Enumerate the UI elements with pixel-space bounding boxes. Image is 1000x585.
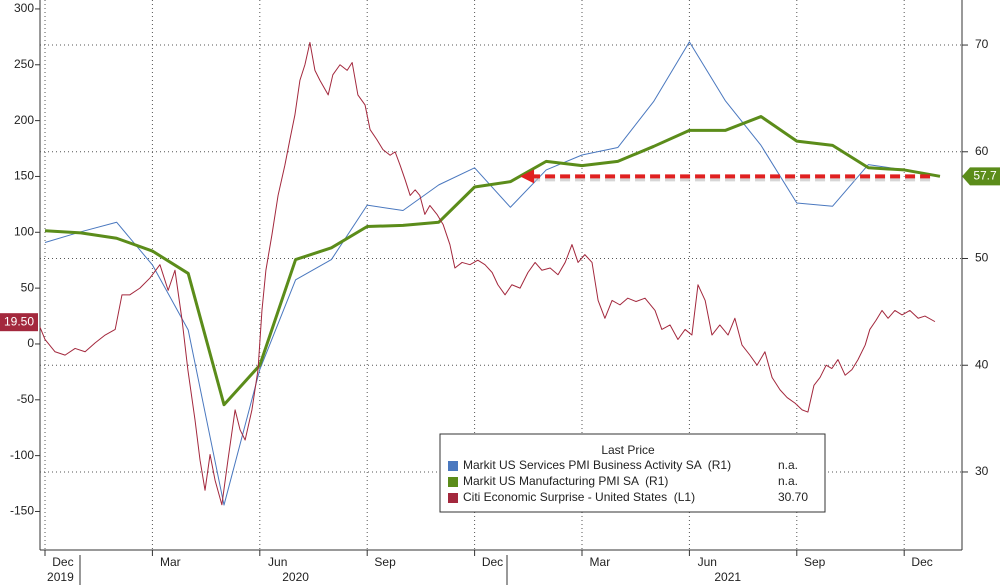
y2-tick-label: 70 — [975, 37, 989, 51]
last-value-label: 57.7 — [973, 168, 997, 182]
x-tick-label: Sep — [374, 555, 396, 569]
x-tick-label: Jun — [698, 555, 717, 569]
y2-tick-label: 50 — [975, 251, 989, 265]
y-tick-label: 150 — [14, 169, 34, 183]
legend-value: n.a. — [778, 458, 798, 472]
series-line — [44, 41, 941, 506]
legend-title: Last Price — [601, 443, 655, 457]
legend-label: Markit US Manufacturing PMI SA (R1) — [463, 474, 668, 488]
legend: Last Price Markit US Services PMI Busine… — [439, 433, 826, 513]
x-tick-label: Jun — [268, 555, 287, 569]
y-tick-label: 0 — [27, 336, 34, 350]
legend-swatch — [448, 461, 458, 471]
y-tick-label: 50 — [21, 280, 35, 294]
y2-tick-label: 60 — [975, 144, 989, 158]
last-value-box — [962, 167, 1000, 186]
legend-label: Citi Economic Surprise - United States (… — [463, 490, 695, 504]
x-tick-label: Dec — [52, 555, 73, 569]
legend-swatch — [448, 493, 458, 503]
x-tick-label: Dec — [911, 555, 932, 569]
x-tick-label: Sep — [804, 555, 826, 569]
x-tick-label: Dec — [482, 555, 503, 569]
x-tick-label: Mar — [590, 555, 611, 569]
y2-tick-label: 30 — [975, 464, 989, 478]
y-tick-label: -150 — [10, 504, 34, 518]
legend-label: Markit US Services PMI Business Activity… — [463, 458, 731, 472]
year-label: 2021 — [714, 570, 741, 584]
y2-tick-label: 40 — [975, 357, 989, 371]
series-line — [39, 41, 936, 506]
legend-swatch — [448, 477, 458, 487]
y-tick-label: 200 — [14, 113, 34, 127]
year-label: 2020 — [282, 570, 309, 584]
x-tick-label: Mar — [160, 555, 181, 569]
legend-value: 30.70 — [778, 490, 808, 504]
last-value-label: 19.50 — [4, 314, 34, 328]
last-value-box — [0, 313, 38, 332]
year-label: 2019 — [47, 570, 74, 584]
reference-arrowhead — [520, 169, 535, 184]
y-tick-label: 300 — [14, 1, 34, 15]
y-tick-label: 250 — [14, 57, 34, 71]
series-line — [44, 115, 941, 407]
y-tick-label: 100 — [14, 224, 34, 238]
legend-box — [439, 433, 826, 513]
y-tick-label: -50 — [17, 392, 35, 406]
legend-value: n.a. — [778, 474, 798, 488]
y-tick-label: -100 — [10, 448, 34, 462]
